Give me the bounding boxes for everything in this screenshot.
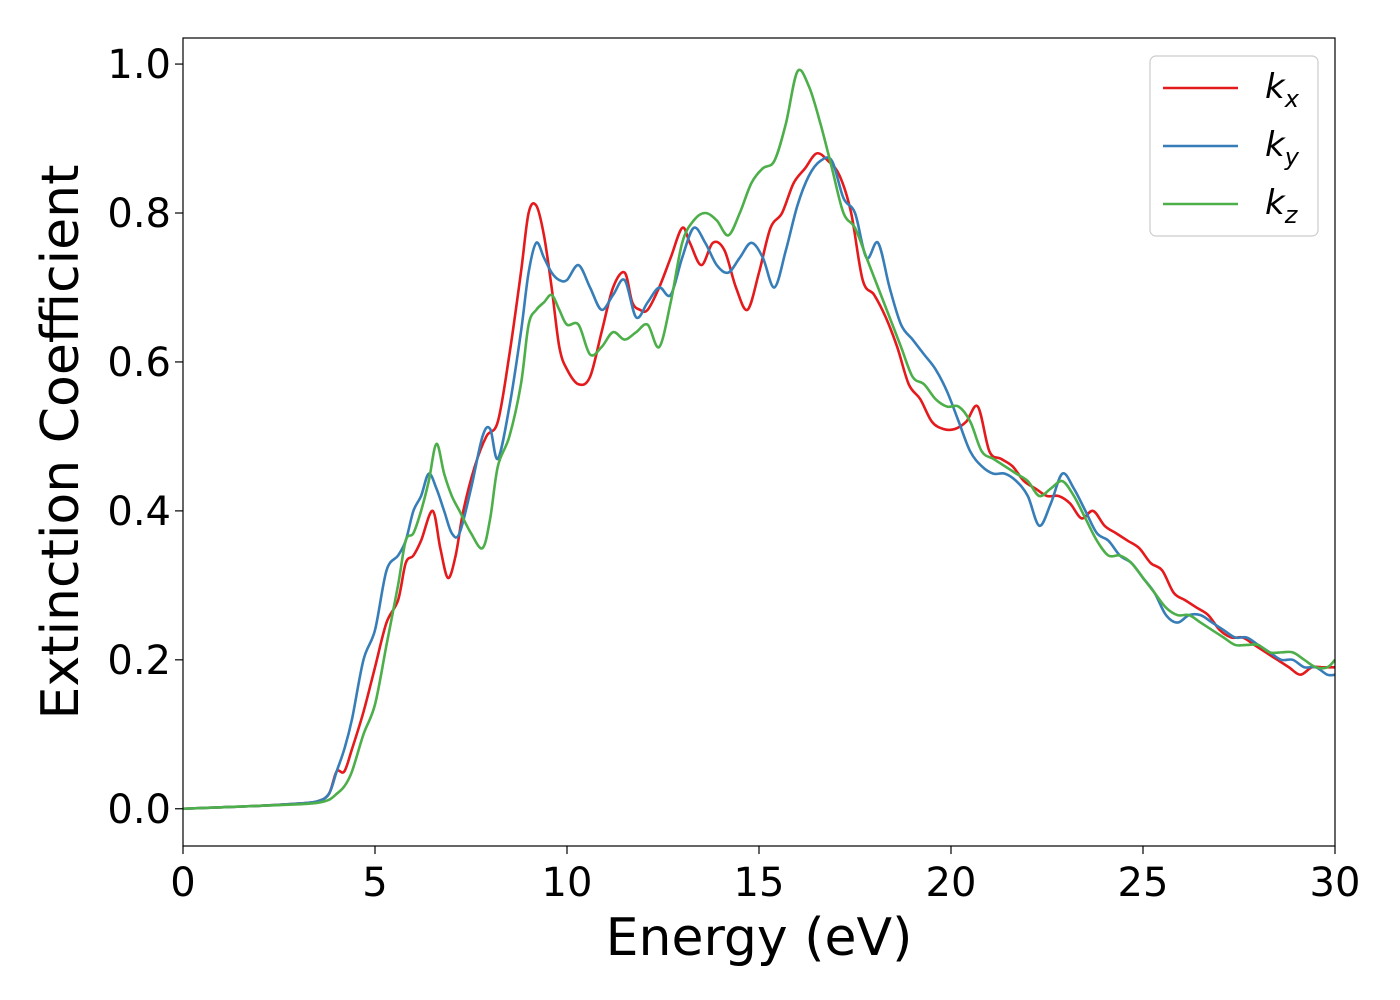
y-tick-label: 0.4 [107,489,171,535]
y-tick-label: 1.0 [107,42,171,88]
y-axis-ticks: 0.0 0.2 0.4 0.6 0.8 1.0 [107,42,183,833]
x-tick-label: 0 [170,860,195,906]
y-tick-label: 0.0 [107,787,171,833]
legend-label-k-y: ky [1265,125,1300,171]
legend-items: kx ky kz [1163,67,1300,229]
series-line-k-x [182,151,1335,811]
x-tick-label: 5 [362,860,387,906]
y-tick-label: 0.8 [107,191,171,237]
y-tick-label: 0.2 [107,638,171,684]
y-axis-title: Extinction Coefficient [31,165,91,720]
x-tick-label: 25 [1118,860,1169,906]
legend-label-k-z: kz [1265,183,1299,229]
legend: kx ky kz [1149,55,1319,237]
x-tick-label: 20 [926,860,977,906]
series-line-k-z [182,68,1336,811]
x-axis-ticks: 0 5 10 15 20 25 30 [170,846,1360,906]
legend-label-k-x: kx [1265,67,1300,113]
y-tick-label: 0.6 [107,340,171,386]
x-tick-label: 10 [542,860,593,906]
x-axis-title: Energy (eV) [606,908,913,968]
x-tick-label: 30 [1310,860,1361,906]
x-tick-label: 15 [734,860,785,906]
series-lines [182,68,1336,811]
